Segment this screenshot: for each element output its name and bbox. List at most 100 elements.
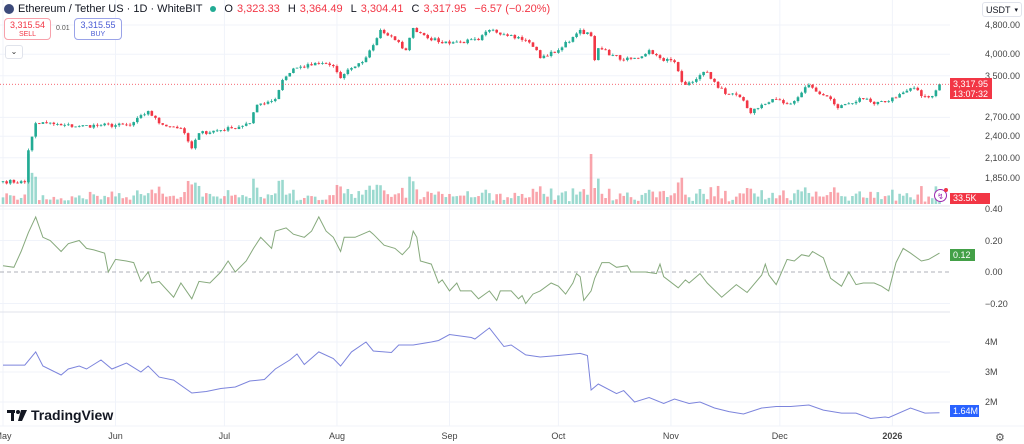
volume-bar (622, 195, 626, 204)
volume-bar (822, 196, 825, 204)
volume-bar (96, 195, 99, 204)
volume-bar (270, 195, 273, 204)
candle (430, 38, 433, 41)
candle (586, 32, 589, 35)
volume-bar (560, 192, 564, 204)
axis-tick-label: 2,100.00 (985, 152, 1021, 163)
volume-bar (687, 197, 691, 204)
candle (451, 42, 455, 44)
candle (851, 103, 854, 105)
volume-bar (386, 194, 390, 204)
volume-bar (302, 197, 306, 204)
volume-bar (401, 187, 404, 204)
candle (502, 34, 506, 36)
volume-bar (593, 188, 596, 204)
lightning-icon[interactable]: ↯ (934, 188, 948, 202)
volume-bar (880, 199, 883, 204)
third-pane-series (3, 327, 940, 420)
volume-bar (818, 196, 822, 204)
candle (419, 32, 422, 34)
volume-bar (346, 188, 350, 204)
volume-bar (165, 196, 168, 204)
volume-bar (234, 194, 237, 204)
volume-bar (742, 193, 745, 204)
candle (281, 79, 284, 91)
volume-bar (716, 185, 720, 204)
volume-bar (916, 194, 920, 204)
volume-bar (695, 193, 698, 204)
volume-bar (12, 195, 16, 204)
last-price: 3,317.95 (953, 79, 989, 89)
volume-bar (778, 195, 782, 204)
volume-bar (132, 195, 135, 204)
volume-bar (19, 197, 23, 204)
volume-bar (644, 193, 647, 204)
settings-gear-icon[interactable]: ⚙ (995, 432, 1005, 444)
volume-bar (117, 193, 121, 204)
candle (230, 127, 233, 129)
candle (909, 88, 912, 91)
candle (524, 39, 528, 41)
volume-bar (905, 193, 909, 204)
candle (655, 53, 658, 56)
collapse-legend-button[interactable]: ⌄ (5, 45, 23, 59)
volume-bar (219, 198, 223, 204)
candle (807, 84, 811, 88)
candle (822, 94, 825, 96)
candle (433, 38, 437, 41)
candle (513, 35, 517, 39)
volume-bar (317, 200, 321, 204)
symbol-title[interactable]: Ethereum / Tether US · 1D · WhiteBIT (18, 3, 203, 15)
volume-bar (618, 193, 622, 204)
volume-bar (473, 197, 477, 204)
volume-bar (793, 193, 796, 204)
currency-select[interactable]: USDT ▾ (982, 2, 1022, 17)
tradingview-logo[interactable]: TradingView (7, 407, 113, 423)
volume-bar (876, 192, 880, 204)
candle (814, 87, 818, 92)
volume-bar (215, 196, 219, 204)
time-axis-label: Nov (662, 431, 679, 441)
volume-bar (836, 192, 840, 204)
candle (843, 104, 847, 106)
volume-bar (858, 191, 861, 204)
candle (38, 123, 41, 125)
volume-bar (382, 190, 386, 204)
low-label: L (350, 3, 357, 15)
candle (241, 125, 244, 127)
volume-bar (807, 192, 811, 204)
candle (346, 69, 350, 74)
buy-button[interactable]: 3,315.55 BUY (74, 18, 122, 40)
candle (154, 115, 157, 118)
candle (709, 72, 713, 79)
sell-button[interactable]: 3,315.54 SELL (4, 18, 51, 40)
buy-label: BUY (90, 31, 106, 38)
candle (139, 115, 143, 118)
time-axis-label: Aug (328, 431, 345, 441)
volume-bar (99, 199, 103, 204)
volume-bar (106, 197, 110, 204)
grid (0, 0, 950, 426)
candle (59, 124, 63, 126)
candle (67, 124, 70, 126)
candle (731, 93, 734, 95)
volume-bar (415, 189, 419, 204)
candle (676, 62, 680, 72)
volume-bar (88, 191, 92, 204)
axis-tick-label: 4,800.00 (985, 20, 1021, 30)
candle (415, 28, 419, 33)
volume-bar (5, 193, 8, 204)
candle (284, 76, 288, 80)
candle (865, 98, 869, 100)
volume-bar (898, 193, 901, 204)
volume-bar (411, 181, 415, 204)
candle (916, 87, 920, 91)
candle (832, 99, 836, 105)
volume-bar (379, 185, 382, 204)
candle (150, 111, 154, 116)
volume-bar (284, 194, 288, 204)
symbol-legend: Ethereum / Tether US · 1D · WhiteBIT O 3,… (4, 3, 554, 15)
volume-bar (542, 193, 546, 204)
candle (165, 124, 168, 127)
